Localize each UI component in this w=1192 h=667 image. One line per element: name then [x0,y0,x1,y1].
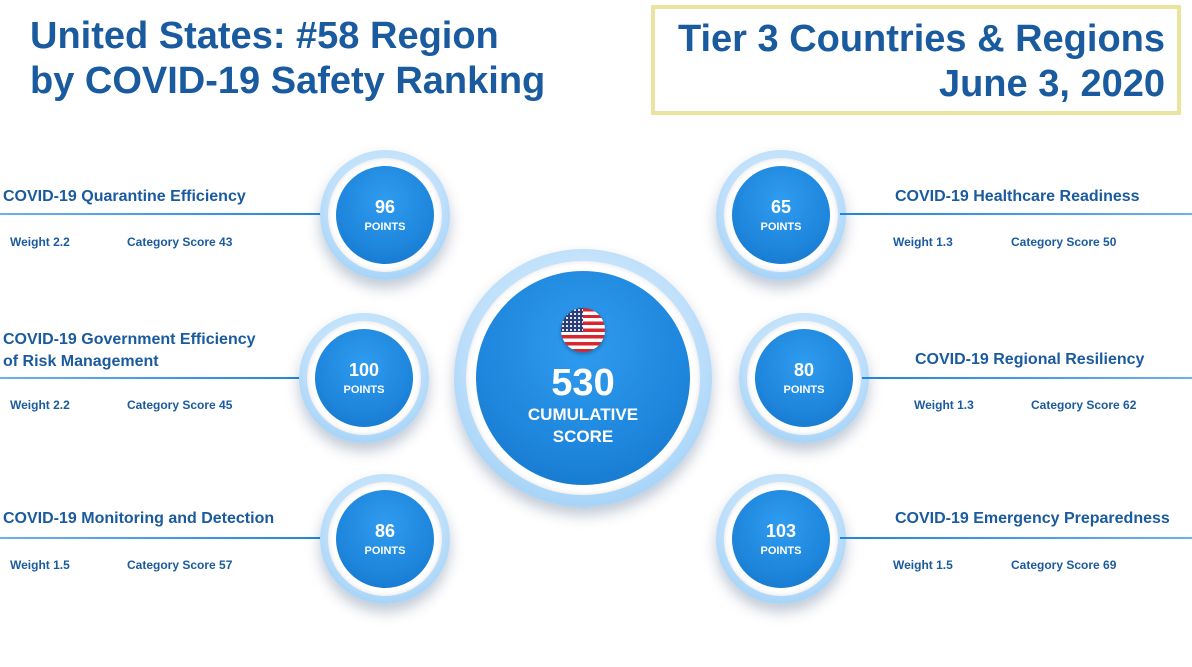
regional-title: COVID-19 Regional Resiliency [915,351,1145,368]
points-unit: POINTS [760,221,802,233]
cumulative-score-badge: 530 CUMULATIVE SCORE [454,249,712,507]
cumulative-label-line1: CUMULATIVE [527,405,639,424]
quarantine-weight: Weight 2.2 [10,235,70,249]
points-unit: POINTS [364,221,406,233]
regional-points-badge: 80 POINTS [739,313,869,443]
emergency-title: COVID-19 Emergency Preparedness [895,510,1170,527]
healthcare-points: 65 [770,197,792,217]
monitoring-points-badge: 86 POINTS [320,474,450,604]
healthcare-title: COVID-19 Healthcare Readiness [895,188,1140,205]
government-title-line2: of Risk Management [3,353,159,370]
quarantine-title: COVID-19 Quarantine Efficiency [3,188,246,205]
us-flag-icon [561,308,605,352]
date-label: June 3, 2020 [938,63,1165,105]
government-points-badge: 100 POINTS [299,313,429,443]
monitoring-points: 86 [374,521,396,541]
points-unit: POINTS [760,545,802,557]
emergency-points-badge: 103 POINTS [716,474,846,604]
healthcare-points-badge: 65 POINTS [716,150,846,280]
government-title: COVID-19 Government Efficiency of Risk M… [3,329,256,373]
emergency-connector [840,537,1192,539]
points-unit: POINTS [364,545,406,557]
tier-label: Tier 3 Countries & Regions [677,18,1165,60]
government-title-line1: COVID-19 Government Efficiency [3,331,256,348]
quarantine-connector [0,213,330,215]
monitoring-weight: Weight 1.5 [10,558,70,572]
regional-connector [862,377,1192,379]
page-title-line2: by COVID-19 Safety Ranking [30,60,546,102]
government-weight: Weight 2.2 [10,398,70,412]
cumulative-score: 530 [551,362,615,404]
emergency-weight: Weight 1.5 [893,558,953,572]
tier-box: Tier 3 Countries & Regions June 3, 2020 [651,5,1181,115]
page-title-line1: United States: #58 Region [30,15,499,57]
government-category-score: Category Score 45 [127,398,233,412]
page-title: United States: #58 Region by COVID-19 Sa… [30,14,545,104]
government-connector [0,377,310,379]
regional-weight: Weight 1.3 [914,398,974,412]
quarantine-category-score: Category Score 43 [127,235,233,249]
healthcare-weight: Weight 1.3 [893,235,953,249]
monitoring-title: COVID-19 Monitoring and Detection [3,510,275,527]
monitoring-connector [0,537,330,539]
monitoring-category-score: Category Score 57 [127,558,233,572]
emergency-category-score: Category Score 69 [1011,558,1117,572]
healthcare-category-score: Category Score 50 [1011,235,1117,249]
emergency-points: 103 [765,521,797,541]
cumulative-label-line2: SCORE [552,427,614,446]
quarantine-points-badge: 96 POINTS [320,150,450,280]
regional-category-score: Category Score 62 [1031,398,1137,412]
quarantine-points: 96 [374,197,396,217]
government-points: 100 [348,360,380,380]
points-unit: POINTS [343,384,385,396]
healthcare-connector [840,213,1192,215]
regional-points: 80 [793,360,815,380]
points-unit: POINTS [783,384,825,396]
